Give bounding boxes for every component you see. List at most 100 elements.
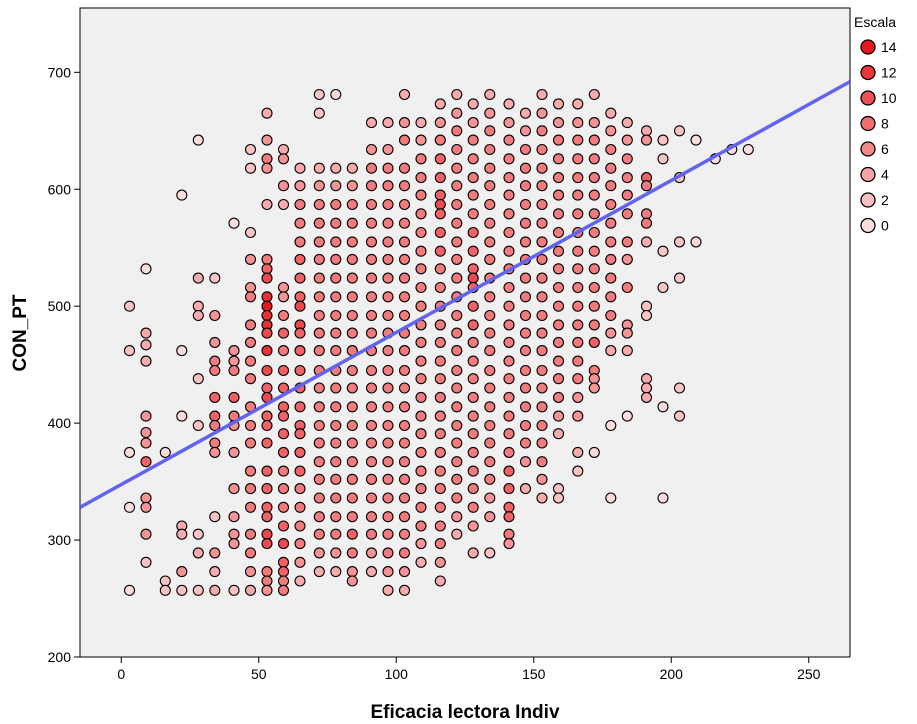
scatter-point (277, 281, 290, 294)
scatter-point (294, 428, 306, 440)
scatter-point (382, 419, 394, 432)
scatter-point (277, 556, 290, 568)
scatter-point (621, 410, 633, 422)
scatter-point (294, 217, 306, 229)
scatter-point (519, 272, 532, 284)
scatter-point (536, 291, 548, 303)
scatter-point (434, 465, 446, 477)
scatter-point (572, 98, 584, 110)
scatter-point (330, 180, 342, 192)
scatter-point (552, 355, 565, 367)
scatter-point (294, 180, 306, 192)
scatter-point (572, 465, 584, 477)
scatter-point (484, 236, 496, 248)
scatter-point (294, 364, 306, 377)
scatter-point (484, 88, 496, 101)
scatter-point (657, 401, 669, 413)
scatter-point (209, 511, 221, 523)
scatter-point (398, 345, 411, 357)
scatter-point (621, 345, 633, 357)
y-tick-label: 200 (48, 649, 72, 665)
scatter-point (398, 584, 411, 596)
scatter-point (657, 153, 669, 165)
scatter-point (519, 309, 532, 322)
scatter-point (277, 153, 290, 165)
scatter-point (536, 473, 548, 485)
scatter-point (398, 456, 411, 468)
scatter-point (209, 336, 221, 348)
scatter-point (415, 117, 427, 129)
scatter-point (382, 253, 394, 265)
scatter-point (451, 162, 463, 174)
scatter-point (503, 153, 515, 165)
scatter-point (382, 511, 394, 523)
scatter-point (415, 281, 427, 294)
scatter-point (140, 355, 152, 367)
scatter-point (519, 162, 532, 174)
scatter-point (382, 180, 394, 192)
scatter-point (382, 162, 394, 174)
legend-label: 14 (881, 39, 897, 55)
scatter-point (434, 483, 446, 495)
scatter-point (346, 253, 358, 265)
scatter-point (313, 456, 325, 468)
scatter-point (346, 291, 358, 303)
scatter-point (365, 566, 378, 578)
scatter-point (346, 473, 358, 485)
scatter-point (572, 410, 584, 422)
scatter-point (484, 253, 496, 265)
scatter-point (467, 208, 479, 220)
scatter-point (536, 88, 548, 101)
scatter-point (294, 272, 306, 284)
scatter-point (434, 575, 446, 587)
scatter-point (467, 410, 479, 422)
scatter-point (536, 401, 548, 413)
scatter-point (536, 419, 548, 432)
scatter-point (228, 355, 240, 367)
scatter-point (467, 373, 479, 385)
scatter-point (382, 345, 394, 357)
scatter-point (294, 538, 306, 550)
scatter-point (503, 391, 515, 403)
legend-swatch (860, 90, 876, 106)
scatter-point (228, 446, 240, 458)
scatter-point (313, 511, 325, 523)
scatter-point (330, 345, 342, 357)
scatter-point (621, 208, 633, 220)
scatter-point (209, 437, 221, 449)
scatter-point (228, 584, 240, 596)
scatter-point (313, 107, 325, 119)
scatter-point (123, 501, 136, 513)
scatter-point (192, 134, 204, 146)
scatter-point (503, 410, 515, 422)
scatter-point (346, 198, 358, 211)
scatter-point (398, 401, 411, 413)
scatter-point (330, 236, 342, 248)
scatter-point (484, 437, 496, 449)
scatter-point (313, 309, 325, 322)
scatter-point (209, 410, 221, 422)
scatter-point (572, 208, 584, 220)
scatter-point (294, 345, 306, 357)
scatter-point (552, 172, 565, 184)
scatter-point (519, 198, 532, 211)
scatter-point (503, 300, 515, 312)
scatter-point (467, 98, 479, 110)
scatter-point (415, 446, 427, 458)
scatter-point (536, 309, 548, 322)
scatter-point (330, 437, 342, 449)
legend: Escala 14 12 10 8 6 4 2 0 (854, 14, 897, 234)
scatter-point (294, 465, 306, 477)
scatter-point (277, 446, 290, 458)
scatter-point (467, 226, 479, 239)
scatter-point (434, 189, 446, 201)
scatter-point (365, 162, 378, 174)
scatter-point (640, 217, 653, 229)
scatter-point (503, 373, 515, 385)
scatter-point (261, 253, 273, 265)
legend-label: 4 (881, 167, 889, 183)
scatter-point (123, 584, 136, 596)
scatter-point (228, 538, 240, 550)
scatter-point (398, 253, 411, 265)
scatter-point (228, 391, 240, 403)
